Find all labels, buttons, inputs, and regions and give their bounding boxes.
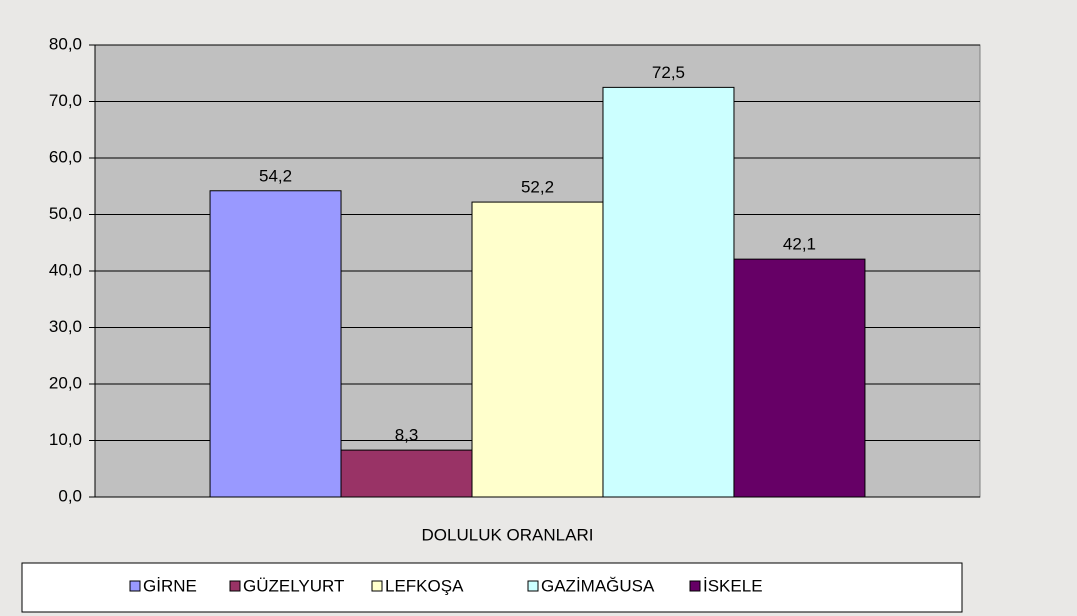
y-tick-label: 60,0 [49, 147, 82, 166]
y-tick-label: 40,0 [49, 260, 82, 279]
legend-label: GAZİMAĞUSA [541, 576, 655, 595]
legend-label: GÜZELYURT [243, 576, 344, 595]
x-tick-label: DOLULUK ORANLARI [422, 525, 594, 544]
bar [340, 449, 473, 498]
legend-label: İSKELE [703, 576, 763, 595]
legend-label: LEFKOŞA [385, 576, 464, 595]
data-label: 72,5 [652, 63, 685, 82]
bar [471, 201, 604, 498]
bar [209, 190, 342, 498]
bar [733, 258, 866, 498]
legend-swatch [527, 580, 539, 592]
legend-label: GİRNE [143, 576, 197, 595]
data-label: 52,2 [521, 178, 554, 197]
y-tick-label: 50,0 [49, 204, 82, 223]
y-tick-label: 10,0 [49, 430, 82, 449]
y-tick-label: 20,0 [49, 373, 82, 392]
legend-box [21, 562, 963, 613]
y-tick-label: 70,0 [49, 91, 82, 110]
bar [602, 86, 735, 498]
legend-swatch [129, 580, 141, 592]
y-tick-label: 30,0 [49, 317, 82, 336]
legend-swatch [689, 580, 701, 592]
legend-swatch [371, 580, 383, 592]
data-label: 54,2 [259, 166, 292, 185]
legend-swatch [229, 580, 241, 592]
data-label: 42,1 [783, 235, 816, 254]
y-tick-label: 0,0 [58, 486, 82, 505]
data-label: 8,3 [395, 426, 419, 445]
y-tick-label: 80,0 [49, 34, 82, 53]
